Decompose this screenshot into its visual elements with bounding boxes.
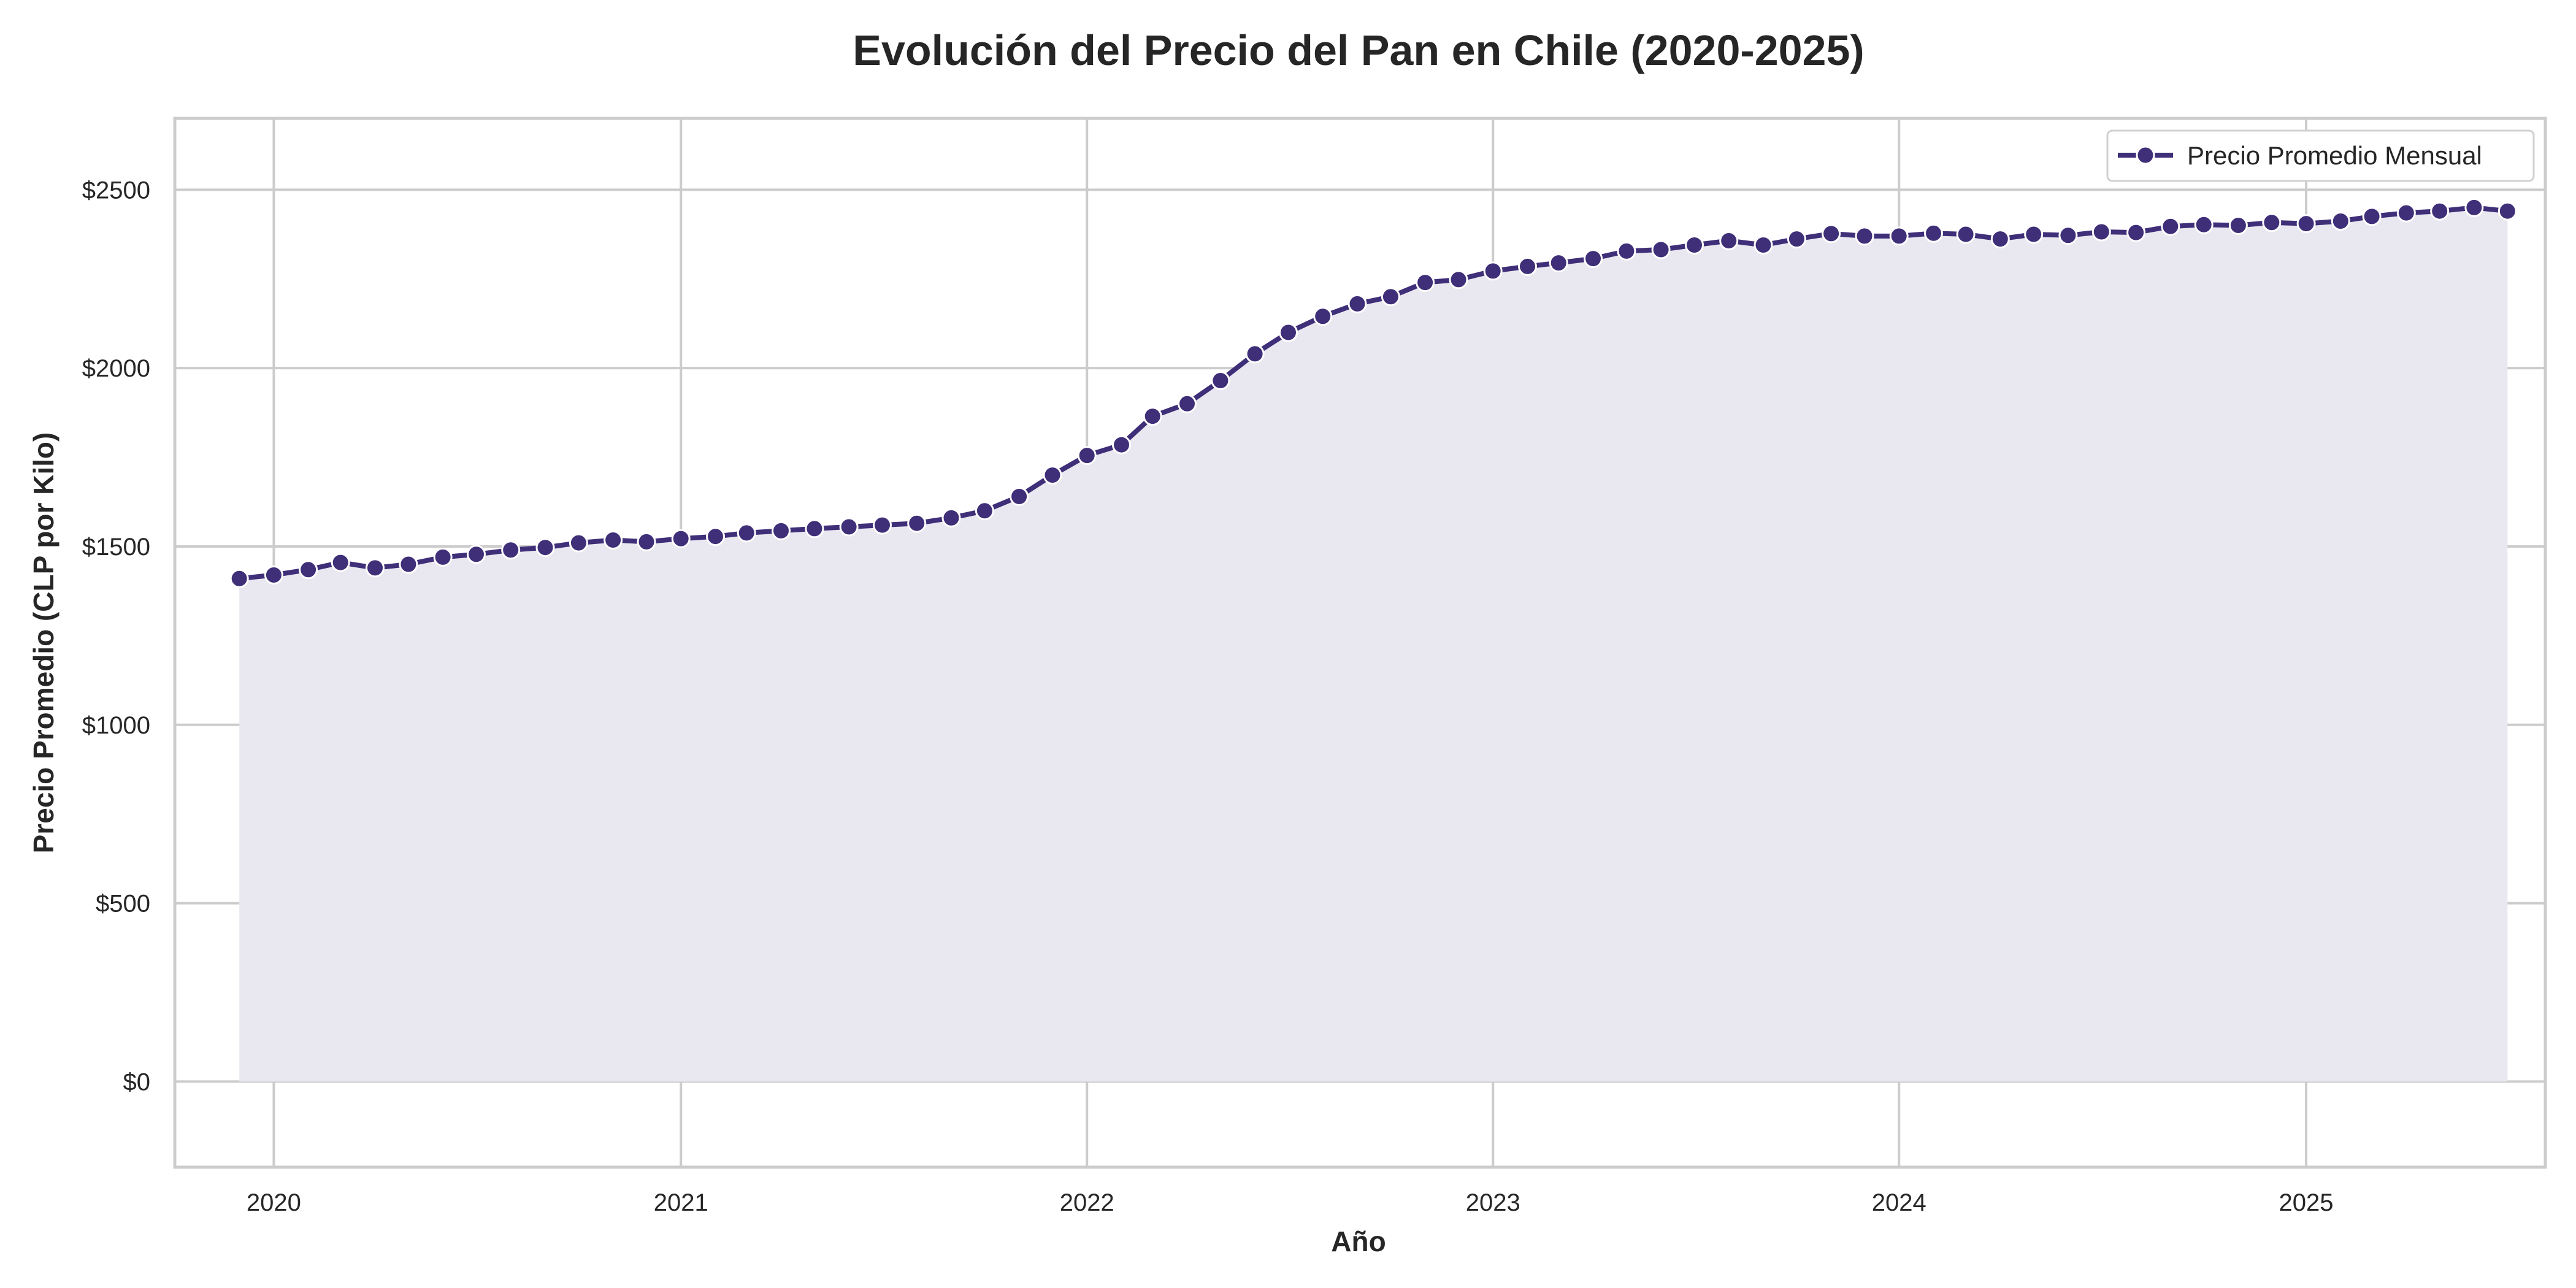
data-point — [2497, 201, 2517, 221]
x-tick-label: 2025 — [2279, 1189, 2334, 1216]
data-point — [2362, 207, 2382, 226]
data-point — [839, 517, 859, 537]
data-point — [501, 540, 521, 560]
y-tick-label: $2000 — [82, 355, 150, 382]
x-axis-label: Año — [1331, 1225, 1386, 1257]
data-point — [1211, 371, 1230, 390]
legend-box — [2106, 129, 2535, 182]
data-point — [2331, 212, 2350, 231]
data-point — [706, 527, 725, 546]
area-fill — [239, 207, 2508, 1082]
data-point — [2194, 215, 2214, 234]
data-point — [772, 521, 791, 540]
data-point — [1143, 407, 1162, 426]
data-point — [1990, 229, 2010, 249]
data-point — [1822, 224, 1841, 243]
data-point — [1449, 270, 1468, 289]
series-area — [239, 207, 2508, 1082]
x-tick-label: 2024 — [1872, 1189, 1926, 1216]
data-point — [2464, 197, 2484, 217]
data-point — [1347, 294, 1367, 313]
data-point — [1685, 236, 1704, 255]
data-point — [873, 515, 892, 535]
data-point — [975, 501, 994, 521]
data-point — [2296, 214, 2316, 234]
data-point — [1313, 307, 1333, 326]
data-point — [805, 519, 824, 539]
x-tick-label: 2022 — [1060, 1189, 1114, 1216]
data-point — [1077, 446, 1097, 466]
y-tick-labels: $0 $500 $1000 $1500 $2000 $2500 — [82, 177, 150, 1095]
data-point — [264, 565, 283, 585]
y-tick-label: $1500 — [82, 534, 150, 561]
data-point — [1584, 249, 1603, 269]
data-point — [1924, 223, 1943, 243]
legend: Precio Promedio Mensual — [2106, 129, 2535, 182]
data-point — [1549, 253, 1568, 273]
data-point — [1178, 394, 1197, 413]
data-point — [366, 558, 385, 578]
data-point — [1245, 344, 1265, 364]
y-axis-label: Precio Promedio (CLP por Kilo) — [28, 432, 59, 854]
data-point — [737, 523, 756, 543]
legend-marker-swatch — [2136, 145, 2155, 165]
data-point — [1112, 435, 1131, 454]
data-point — [1518, 256, 1537, 276]
data-point — [2228, 216, 2248, 235]
data-point — [2058, 226, 2078, 245]
data-point — [2024, 224, 2044, 244]
series-points — [229, 197, 2517, 588]
y-tick-label: $2500 — [82, 177, 150, 204]
legend-label: Precio Promedio Mensual — [2187, 141, 2482, 170]
data-point — [671, 529, 691, 548]
data-point — [604, 531, 623, 550]
chart-title: Evolución del Precio del Pan en Chile (2… — [853, 26, 1864, 74]
data-point — [1719, 231, 1739, 250]
x-tick-label: 2020 — [247, 1189, 301, 1216]
data-point — [2091, 222, 2111, 242]
data-point — [2396, 203, 2416, 223]
data-point — [941, 508, 961, 527]
data-point — [229, 569, 249, 588]
y-tick-label: $500 — [96, 891, 150, 918]
plot-frame — [173, 117, 2547, 1169]
data-point — [1043, 466, 1062, 485]
data-point — [1855, 226, 1874, 246]
x-tick-label: 2021 — [654, 1189, 708, 1216]
data-point — [433, 547, 453, 567]
data-point — [637, 532, 656, 551]
data-point — [1956, 224, 1976, 244]
data-point — [1787, 229, 1806, 249]
data-point — [1889, 226, 1909, 246]
data-point — [1651, 240, 1671, 259]
y-tick-label: $1000 — [82, 712, 150, 739]
data-point — [1381, 287, 1400, 307]
x-tick-labels: 2020 2021 2022 2023 2024 2025 — [247, 1189, 2334, 1216]
data-point — [535, 538, 555, 558]
data-point — [331, 553, 350, 572]
data-point — [2262, 213, 2282, 232]
data-point — [1010, 487, 1029, 506]
y-tick-label: $0 — [123, 1068, 151, 1095]
data-point — [1483, 261, 1503, 281]
data-point — [907, 513, 927, 533]
data-point — [399, 554, 418, 574]
data-point — [299, 560, 318, 580]
data-point — [1617, 241, 1636, 261]
data-point — [1279, 323, 1298, 342]
data-point — [1754, 236, 1773, 255]
data-point — [2430, 201, 2450, 221]
data-point — [2161, 217, 2180, 236]
data-point — [2126, 223, 2146, 242]
x-tick-label: 2023 — [1466, 1189, 1520, 1216]
data-point — [569, 533, 588, 553]
data-point — [467, 545, 486, 564]
data-point — [1416, 273, 1435, 293]
